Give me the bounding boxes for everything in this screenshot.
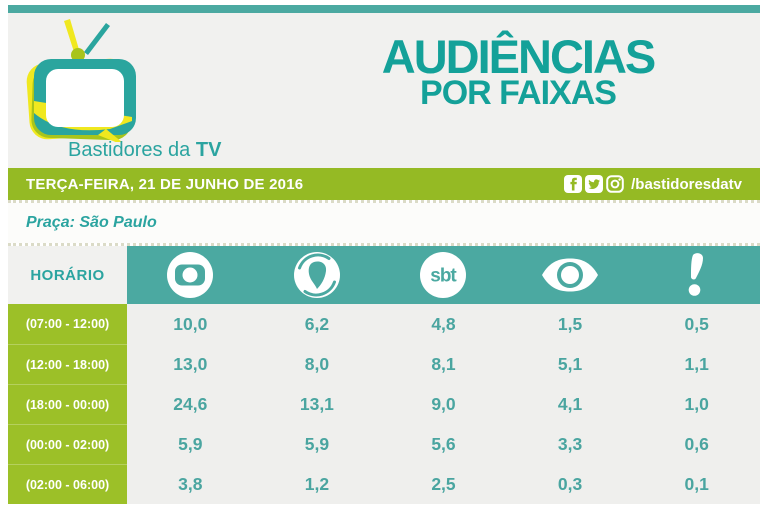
sbt-logo-icon: sbt xyxy=(420,252,467,298)
time-slot-cell: (00:00 - 02:00) xyxy=(8,424,127,464)
date-bar: TERÇA-FEIRA, 21 DE JUNHO DE 2016 /bastid… xyxy=(8,168,760,200)
record-logo-icon xyxy=(293,252,340,298)
infographic-page: Bastidores da TV AUDIÊNCIAS POR FAIXAS T… xyxy=(8,5,760,510)
rating-cell: 0,5 xyxy=(633,304,760,344)
page-title: AUDIÊNCIAS POR FAIXAS xyxy=(360,33,676,110)
channel-header-band: sbt xyxy=(127,246,760,304)
rating-cell: 3,3 xyxy=(506,424,634,464)
facebook-icon[interactable] xyxy=(564,175,583,193)
rating-cell: 24,6 xyxy=(127,384,254,424)
rating-cell: 5,1 xyxy=(506,344,634,384)
instagram-icon[interactable] xyxy=(606,175,624,193)
header: Bastidores da TV AUDIÊNCIAS POR FAIXAS xyxy=(8,13,760,168)
channel-band xyxy=(507,246,634,304)
time-slot-cell: (02:00 - 06:00) xyxy=(8,464,127,504)
tv-logo-icon xyxy=(20,17,150,147)
table-row: (07:00 - 12:00) 10,0 6,2 4,8 1,5 0,5 xyxy=(8,304,760,344)
social-links: /bastidoresdatv xyxy=(564,175,742,193)
rating-cell: 1,1 xyxy=(633,344,760,384)
globo-logo-icon xyxy=(167,252,214,298)
table-body: (07:00 - 12:00) 10,0 6,2 4,8 1,5 0,5 (12… xyxy=(8,304,760,504)
rating-cell: 5,9 xyxy=(127,424,254,464)
time-slot-cell: (07:00 - 12:00) xyxy=(8,304,127,344)
channel-redetv xyxy=(633,246,760,304)
region-label: Praça: São Paulo xyxy=(26,214,157,231)
rating-cell: 1,0 xyxy=(633,384,760,424)
time-slot-cell: (18:00 - 00:00) xyxy=(8,384,127,424)
date-text: TERÇA-FEIRA, 21 DE JUNHO DE 2016 xyxy=(26,175,304,193)
table-header-row: HORÁRIO sbt xyxy=(8,246,760,304)
rating-cell: 0,1 xyxy=(633,464,760,504)
time-slot-cell: (12:00 - 18:00) xyxy=(8,344,127,384)
title-line-1: AUDIÊNCIAS xyxy=(381,30,656,83)
rating-cell: 5,6 xyxy=(380,424,507,464)
rating-cell: 0,6 xyxy=(633,424,760,464)
brand-name-regular: Bastidores da xyxy=(68,139,191,161)
rating-cell: 1,5 xyxy=(506,304,634,344)
time-column-header: HORÁRIO xyxy=(8,246,127,304)
rating-cell: 6,2 xyxy=(253,304,381,344)
channel-globo xyxy=(127,246,254,304)
channel-sbt: sbt xyxy=(380,246,507,304)
dotted-divider xyxy=(8,200,760,203)
rating-cell: 8,0 xyxy=(253,344,381,384)
brand-name-bold: TV xyxy=(195,139,222,161)
table-row: (02:00 - 06:00) 3,8 1,2 2,5 0,3 0,1 xyxy=(8,464,760,504)
rating-cell: 4,8 xyxy=(380,304,507,344)
rating-cell: 13,0 xyxy=(127,344,254,384)
brand-name: Bastidores da TV xyxy=(68,139,221,162)
rating-cell: 3,8 xyxy=(127,464,254,504)
social-handle[interactable]: /bastidoresdatv xyxy=(631,175,742,193)
band-logo-icon xyxy=(542,258,599,292)
channel-record xyxy=(254,246,381,304)
rating-cell: 8,1 xyxy=(380,344,507,384)
rating-cell: 10,0 xyxy=(127,304,254,344)
dotted-divider xyxy=(8,243,760,246)
table-row: (00:00 - 02:00) 5,9 5,9 5,6 3,3 0,6 xyxy=(8,424,760,464)
table-row: (18:00 - 00:00) 24,6 13,1 9,0 4,1 1,0 xyxy=(8,384,760,424)
rating-cell: 5,9 xyxy=(253,424,381,464)
rating-cell: 13,1 xyxy=(253,384,381,424)
rating-cell: 4,1 xyxy=(506,384,634,424)
rating-cell: 9,0 xyxy=(380,384,507,424)
twitter-icon[interactable] xyxy=(585,175,604,193)
rating-cell: 0,3 xyxy=(506,464,634,504)
top-accent-bar xyxy=(8,5,760,13)
rating-cell: 2,5 xyxy=(380,464,507,504)
title-line-2: POR FAIXAS xyxy=(420,74,617,112)
region-strip: Praça: São Paulo xyxy=(8,203,760,243)
svg-text:sbt: sbt xyxy=(431,266,458,287)
table-row: (12:00 - 18:00) 13,0 8,0 8,1 5,1 1,1 xyxy=(8,344,760,384)
rating-cell: 1,2 xyxy=(253,464,381,504)
redetv-logo-icon xyxy=(688,253,703,296)
